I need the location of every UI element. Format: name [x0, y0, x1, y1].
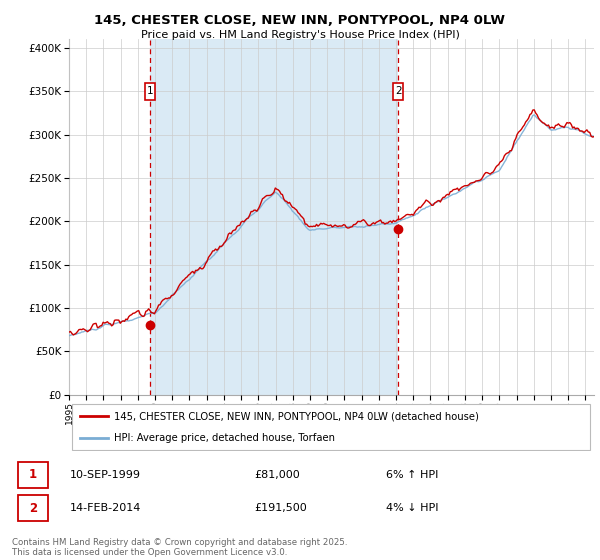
Text: £191,500: £191,500: [254, 503, 307, 513]
Text: 2: 2: [395, 86, 401, 96]
Text: 10-SEP-1999: 10-SEP-1999: [70, 470, 140, 480]
Text: Price paid vs. HM Land Registry's House Price Index (HPI): Price paid vs. HM Land Registry's House …: [140, 30, 460, 40]
Text: Contains HM Land Registry data © Crown copyright and database right 2025.
This d: Contains HM Land Registry data © Crown c…: [12, 538, 347, 557]
Text: 1: 1: [29, 468, 37, 481]
Text: HPI: Average price, detached house, Torfaen: HPI: Average price, detached house, Torf…: [113, 433, 335, 443]
Text: 145, CHESTER CLOSE, NEW INN, PONTYPOOL, NP4 0LW: 145, CHESTER CLOSE, NEW INN, PONTYPOOL, …: [95, 14, 505, 27]
Bar: [18, 462, 48, 488]
Text: 1: 1: [146, 86, 153, 96]
Bar: [145, 82, 155, 100]
Text: 4% ↓ HPI: 4% ↓ HPI: [386, 503, 439, 513]
Text: 6% ↑ HPI: 6% ↑ HPI: [386, 470, 439, 480]
Bar: [150, 39, 398, 395]
Text: £81,000: £81,000: [254, 470, 299, 480]
Text: 14-FEB-2014: 14-FEB-2014: [70, 503, 141, 513]
Text: 145, CHESTER CLOSE, NEW INN, PONTYPOOL, NP4 0LW (detached house): 145, CHESTER CLOSE, NEW INN, PONTYPOOL, …: [113, 411, 479, 421]
Text: 2: 2: [29, 502, 37, 515]
Bar: [393, 82, 403, 100]
Bar: [18, 495, 48, 521]
